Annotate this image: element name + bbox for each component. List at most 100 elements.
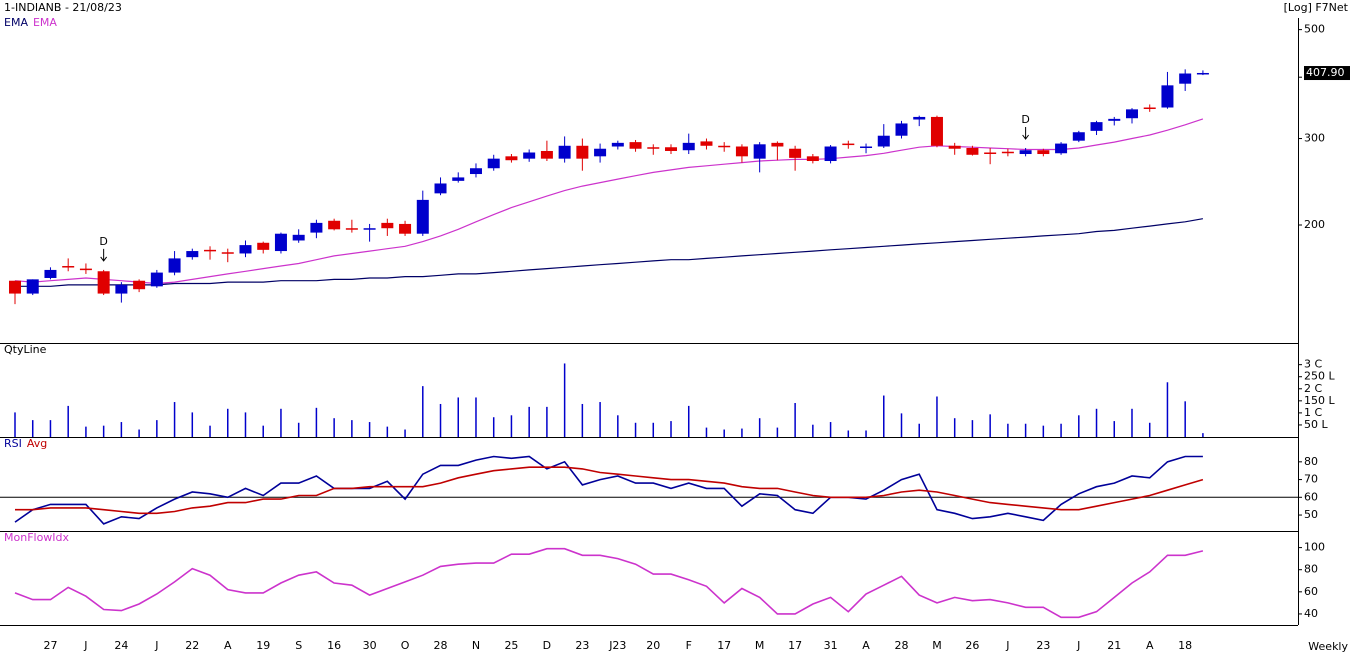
- x-tick-label: 28: [895, 639, 909, 652]
- candle-body: [416, 199, 429, 234]
- x-tick-label: 17: [717, 639, 731, 652]
- y-tick-label: 60: [1304, 585, 1318, 598]
- volume-bar: [492, 417, 495, 437]
- volume-bar: [847, 430, 850, 437]
- volume-bar: [1202, 433, 1204, 437]
- x-tick-label: 20: [646, 639, 660, 652]
- y-tick-label: 250 L: [1304, 370, 1335, 383]
- x-tick-label: 28: [434, 639, 448, 652]
- volume-bar: [723, 429, 725, 437]
- volume-bar: [422, 386, 424, 437]
- candle-body: [1001, 151, 1014, 154]
- volume-bar: [244, 412, 247, 437]
- volume-bar: [1148, 422, 1151, 437]
- y-tick-label: 1 C: [1304, 406, 1322, 419]
- volume-bar: [386, 426, 389, 437]
- signal-arrow: [100, 248, 108, 262]
- x-tick-label: 30: [363, 639, 377, 652]
- volume-bar: [138, 429, 140, 437]
- legend-entry: EMA: [33, 16, 57, 29]
- candle-body: [558, 145, 571, 159]
- legend-entry: MonFlowIdx: [4, 531, 70, 544]
- panel-title: QtyLine: [4, 343, 47, 356]
- volume-bar: [546, 406, 548, 437]
- x-tick-label: 26: [965, 639, 979, 652]
- volume-bar: [794, 403, 796, 437]
- candle-body: [735, 146, 748, 157]
- x-tick-label: A: [1146, 639, 1154, 652]
- candle-body: [1196, 72, 1209, 75]
- legend-entry: EMA: [4, 16, 28, 29]
- candle-body: [469, 168, 482, 175]
- volume-bar: [599, 402, 601, 437]
- volume-bar: [812, 424, 814, 437]
- volume-bar: [457, 397, 459, 437]
- y-tick-label: 60: [1304, 490, 1318, 503]
- candle-body: [381, 222, 394, 229]
- volume-bar: [173, 402, 176, 437]
- candle-body: [611, 142, 624, 147]
- volume-bar: [652, 422, 655, 437]
- volume-bar: [14, 412, 16, 437]
- candle-body: [115, 284, 128, 294]
- volume-bar: [900, 413, 903, 437]
- candle-body: [97, 271, 110, 294]
- x-tick-label: J: [83, 639, 87, 652]
- y-tick-label: 500: [1304, 23, 1325, 36]
- volume-bar: [581, 403, 584, 437]
- candle-body: [700, 141, 713, 146]
- volume-bar: [280, 408, 282, 437]
- candle-body: [44, 269, 57, 278]
- x-tick-label: 31: [824, 639, 838, 652]
- indicator-line: [15, 466, 1204, 515]
- x-tick-label: M: [932, 639, 942, 652]
- last-price-label: 407.90: [1306, 66, 1345, 79]
- volume-bar: [1095, 408, 1098, 437]
- candle-body: [133, 280, 146, 290]
- candle-body: [1108, 118, 1121, 121]
- x-tick-label: 18: [1178, 639, 1192, 652]
- candle-body: [26, 279, 39, 294]
- candle-body: [345, 228, 358, 230]
- volume-bar: [670, 421, 672, 437]
- candle-body: [186, 251, 199, 258]
- x-tick-label: 23: [1036, 639, 1050, 652]
- candle-body: [399, 223, 412, 234]
- y-tick-label: 300: [1304, 132, 1325, 145]
- volume-bar: [31, 420, 34, 437]
- x-tick-label: J: [154, 639, 158, 652]
- volume-bar: [67, 405, 69, 437]
- candle-body: [594, 148, 607, 157]
- volume-bar: [333, 418, 335, 437]
- candle-body: [452, 177, 465, 181]
- volume-bar: [262, 425, 264, 437]
- candle-body: [434, 183, 447, 194]
- volume-bar: [85, 426, 87, 437]
- x-tick-label: J: [1005, 639, 1009, 652]
- y-tick-label: 2 C: [1304, 382, 1322, 395]
- candle-body: [274, 233, 287, 252]
- x-tick-label: A: [862, 639, 870, 652]
- y-tick-label: 200: [1304, 218, 1325, 231]
- x-tick-label: M: [755, 639, 765, 652]
- signal-label: D: [1021, 113, 1029, 126]
- volume-bar: [1078, 415, 1080, 437]
- volume-bar: [741, 428, 743, 437]
- candle-body: [860, 146, 873, 149]
- volume-bar: [617, 415, 619, 437]
- volume-bar: [297, 422, 300, 437]
- candle-body: [487, 158, 500, 169]
- candle-body: [505, 156, 518, 161]
- candle-body: [292, 234, 305, 241]
- volume-bar: [1042, 425, 1045, 437]
- y-tick-label: 100: [1304, 541, 1325, 554]
- candle-body: [221, 252, 234, 254]
- x-tick-label: 19: [256, 639, 270, 652]
- y-tick-label: 70: [1304, 473, 1318, 486]
- candle-body: [62, 266, 75, 268]
- y-tick-label: 150 L: [1304, 394, 1335, 407]
- volume-bar: [156, 420, 158, 437]
- candle-body: [1143, 107, 1156, 110]
- x-tick-label: 22: [185, 639, 199, 652]
- candle-body: [576, 145, 589, 159]
